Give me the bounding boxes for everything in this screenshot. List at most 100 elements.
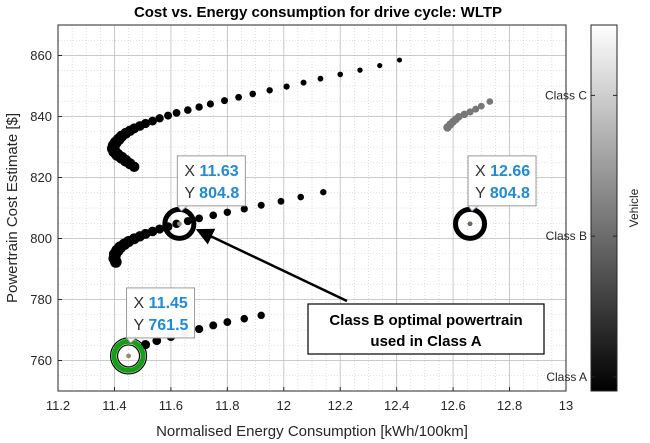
data-point [152, 336, 162, 346]
data-point [172, 108, 181, 117]
datatip-y-label: Y [475, 185, 490, 202]
x-tick-label: 11.2 [46, 398, 70, 413]
datatips: X 11.63Y 804.8X 12.66Y 804.8X 11.45Y 761… [126, 155, 537, 344]
datatip-x-row: X 11.45 [134, 295, 188, 312]
data-points [106, 57, 494, 350]
highlight-ring [111, 338, 146, 373]
annotation-box [307, 303, 545, 355]
data-point [277, 197, 285, 205]
highlight-inner-ring [116, 344, 141, 368]
annotation: Class B optimal powertrain used in Class… [195, 228, 545, 355]
x-tick-label: 11.4 [102, 398, 126, 413]
data-point [140, 118, 151, 129]
x-tick-label: 12 [277, 398, 291, 413]
data-point [257, 201, 265, 209]
data-point [164, 111, 173, 120]
colorbar-label: Vehicle [627, 188, 641, 227]
datatip-y-label: Y [134, 317, 149, 334]
colorbar: Class C Class B Class A Vehicle [545, 24, 641, 392]
highlight-ring [162, 206, 197, 241]
datatip: X 11.45Y 761.5 [126, 287, 196, 344]
data-point [396, 57, 402, 63]
data-point [357, 67, 363, 73]
data-point [209, 321, 218, 330]
data-point [195, 103, 203, 111]
datatip-y-label: Y [184, 185, 199, 202]
y-tick-label: 840 [30, 109, 52, 124]
data-point [235, 93, 243, 101]
datatip-pointer [176, 205, 188, 212]
highlight-point [126, 353, 131, 359]
data-point [472, 105, 480, 113]
data-point [283, 83, 290, 90]
data-point [206, 100, 214, 108]
data-point [477, 102, 485, 110]
y-tick-label: 780 [30, 292, 52, 307]
highlighted-points [109, 206, 488, 375]
data-point [317, 75, 324, 82]
data-point [183, 217, 192, 226]
data-point [377, 62, 383, 69]
x-tick-label: 12.2 [328, 398, 353, 413]
datatip-box [126, 287, 196, 339]
x-axis-label: Normalised Energy Consumption [kWh/100km… [156, 423, 468, 440]
data-point [320, 188, 327, 196]
x-tick-label: 12.6 [440, 398, 465, 413]
datatip-box [467, 155, 537, 207]
data-point [249, 90, 257, 98]
annotation-arrow [195, 228, 348, 303]
datatip-y-row: Y 804.8 [475, 185, 530, 202]
y-tick-label: 820 [30, 170, 52, 185]
highlight-ring [453, 206, 488, 241]
data-point [337, 71, 344, 78]
datatip-x-value: 11.45 [149, 295, 188, 312]
datatip-y-value: 761.5 [148, 317, 188, 334]
datatip-x-value: 12.66 [490, 163, 530, 180]
annotation-line-1: Class B optimal powertrain [329, 312, 522, 329]
data-point [223, 318, 232, 326]
x-tick-label: 11.6 [159, 398, 183, 413]
plot-frame [57, 24, 567, 392]
datatip-x-label: X [134, 295, 149, 312]
y-tick-label: 800 [30, 231, 52, 246]
datatip-x-label: X [475, 163, 490, 180]
datatip-y-value: 804.8 [199, 185, 239, 202]
data-point [209, 211, 218, 220]
data-point [297, 193, 305, 201]
datatip-x-label: X [184, 163, 199, 180]
datatip-y-row: Y 804.8 [184, 185, 239, 202]
plot-area: 11.2 11.4 11.6 11.8 12 12.2 12.4 12.6 12.8 13 760… [30, 24, 573, 413]
datatip-y-row: Y 761.5 [134, 317, 189, 334]
data-point [184, 106, 192, 114]
x-tick-label: 11.8 [215, 398, 239, 413]
datatip-box [176, 155, 246, 207]
y-axis-label: Powertrain Cost Estimate [$] [4, 113, 21, 303]
data-point [195, 324, 204, 334]
datatip-x-row: X 12.66 [475, 163, 530, 180]
data-point [240, 314, 249, 323]
data-point [155, 114, 164, 123]
highlight-point [467, 221, 473, 227]
datatip: X 12.66Y 804.8 [467, 155, 537, 212]
chart-title: Cost vs. Energy consumption for drive cy… [134, 4, 502, 21]
data-point [195, 214, 204, 223]
colorbar-ticks: Class C Class B Class A [545, 88, 617, 384]
colorbar-tick-label: Class B [546, 229, 587, 243]
datatip-y-value: 804.8 [490, 185, 530, 202]
data-point [140, 340, 151, 350]
y-tick-label: 760 [30, 353, 52, 368]
data-point [300, 79, 307, 86]
data-point [486, 98, 494, 105]
data-point [454, 113, 463, 121]
x-tick-label: 13 [559, 398, 573, 413]
y-tick-label: 860 [30, 48, 52, 63]
colorbar-tick-label: Class C [545, 88, 587, 102]
data-point [221, 97, 229, 105]
x-axis-ticks: 11.2 11.4 11.6 11.8 12 12.2 12.4 12.6 12.8 13 [46, 387, 573, 413]
datatip-pointer [467, 205, 479, 212]
datatip-pointer [126, 337, 137, 344]
data-point [147, 226, 158, 237]
y-axis-ticks: 760 780 800 820 840 860 [30, 48, 62, 368]
data-point [466, 108, 474, 116]
